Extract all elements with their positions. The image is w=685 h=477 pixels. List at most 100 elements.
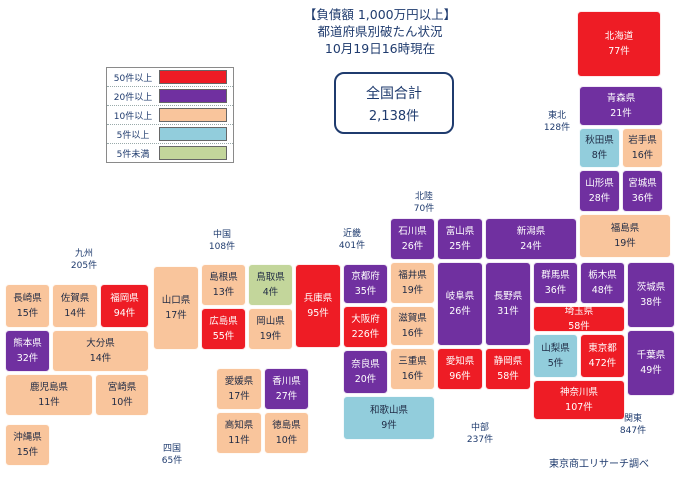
prefecture-count: 17件 xyxy=(165,310,187,321)
prefecture-count: 31件 xyxy=(497,306,519,317)
prefecture-name: 滋賀県 xyxy=(398,313,427,324)
tile-kagoshima: 鹿児島県 11件 xyxy=(5,374,93,416)
prefecture-name: 大阪府 xyxy=(351,314,380,325)
region-label-kyushu: 九州 205件 xyxy=(62,248,106,272)
prefecture-name: 長野県 xyxy=(493,291,523,302)
prefecture-count: 17件 xyxy=(228,391,250,402)
prefecture-count: 19件 xyxy=(614,238,636,249)
tile-tokushima: 徳島県 10件 xyxy=(264,412,309,454)
prefecture-count: 14件 xyxy=(64,308,86,319)
prefecture-count: 21件 xyxy=(610,108,632,119)
national-total-box: 全国合計 2,138件 xyxy=(334,72,454,134)
region-count: 65件 xyxy=(161,456,183,466)
national-total-label: 全国合計 xyxy=(366,86,422,102)
prefecture-name: 群馬県 xyxy=(541,270,570,281)
tile-miyagi: 宮城県 36件 xyxy=(622,170,663,212)
prefecture-count: 14件 xyxy=(89,353,112,364)
prefecture-name: 大分県 xyxy=(86,338,115,349)
region-name: 近畿 xyxy=(342,229,361,239)
prefecture-name: 岐阜県 xyxy=(445,291,475,302)
prefecture-name: 茨城県 xyxy=(636,282,666,293)
tile-shizuoka: 静岡県 58件 xyxy=(485,348,531,390)
prefecture-count: 16件 xyxy=(401,371,424,382)
tile-kumamoto: 熊本県 32件 xyxy=(5,330,50,372)
prefecture-name: 沖縄県 xyxy=(13,432,42,443)
prefecture-count: 35件 xyxy=(354,286,377,297)
tile-miyazaki: 宮崎県 10件 xyxy=(95,374,149,416)
prefecture-name: 長崎県 xyxy=(13,293,42,304)
prefecture-name: 千葉県 xyxy=(636,350,666,361)
region-name: 中部 xyxy=(470,423,489,433)
prefecture-count: 472件 xyxy=(588,358,617,369)
prefecture-count: 96件 xyxy=(449,371,471,382)
tile-kanagawa: 神奈川県 107件 xyxy=(533,380,625,420)
prefecture-name: 山梨県 xyxy=(541,343,570,354)
tile-fukui: 福井県 19件 xyxy=(390,262,435,304)
prefecture-name: 富山県 xyxy=(445,226,475,237)
legend-swatch xyxy=(159,146,227,160)
prefecture-count: 36件 xyxy=(544,285,567,296)
prefecture-name: 佐賀県 xyxy=(60,293,90,304)
prefecture-name: 神奈川県 xyxy=(559,387,598,398)
prefecture-name: 和歌山県 xyxy=(369,405,408,416)
tile-saitama: 埼玉県 58件 xyxy=(533,306,625,332)
prefecture-name: 熊本県 xyxy=(13,338,42,349)
prefecture-count: 48件 xyxy=(591,285,614,296)
tile-oita: 大分県 14件 xyxy=(52,330,149,372)
prefecture-name: 島根県 xyxy=(209,272,238,283)
tile-gunma: 群馬県 36件 xyxy=(533,262,578,304)
region-name: 四国 xyxy=(162,444,181,454)
region-label-shikoku: 四国 65件 xyxy=(150,443,194,467)
prefecture-name: 静岡県 xyxy=(493,356,523,367)
legend-swatch xyxy=(159,108,227,122)
prefecture-count: 16件 xyxy=(631,150,654,161)
prefecture-name: 兵庫県 xyxy=(303,293,333,304)
prefecture-name: 愛知県 xyxy=(445,356,475,367)
prefecture-count: 94件 xyxy=(113,308,136,319)
region-count: 847件 xyxy=(619,426,647,436)
prefecture-name: 栃木県 xyxy=(588,270,617,281)
tile-hiroshima: 広島県 55件 xyxy=(201,308,246,350)
tile-gifu: 岐阜県 26件 xyxy=(437,262,483,346)
prefecture-count: 55件 xyxy=(212,331,235,342)
tile-fukushima: 福島県 19件 xyxy=(579,214,671,258)
legend: 50件以上 20件以上 10件以上 5件以上 5件未満 xyxy=(106,67,234,163)
prefecture-count: 25件 xyxy=(449,241,471,252)
tile-kochi: 高知県 11件 xyxy=(216,412,262,454)
tile-kagawa: 香川県 27件 xyxy=(264,368,309,410)
prefecture-count: 26件 xyxy=(401,241,424,252)
tile-yamanashi: 山梨県 5件 xyxy=(533,334,578,378)
prefecture-name: 新潟県 xyxy=(516,226,546,237)
national-total-value: 2,138件 xyxy=(368,109,420,124)
tile-niigata: 新潟県 24件 xyxy=(485,218,577,260)
title-line-2: 都道府県別破たん状況 xyxy=(317,24,443,39)
region-label-tohoku: 東北 128件 xyxy=(535,110,579,134)
tile-tokyo: 東京都 472件 xyxy=(580,334,625,378)
prefecture-count: 95件 xyxy=(307,308,329,319)
tile-okinawa: 沖縄県 15件 xyxy=(5,424,50,466)
tile-ishikawa: 石川県 26件 xyxy=(390,218,435,260)
tile-tochigi: 栃木県 48件 xyxy=(580,262,625,304)
prefecture-count: 10件 xyxy=(275,435,298,446)
prefecture-name: 福岡県 xyxy=(110,293,139,304)
region-label-chugoku: 中国 108件 xyxy=(200,229,244,253)
prefecture-name: 岡山県 xyxy=(256,316,285,327)
title-line-1: 【負債額 1,000万円以上】 xyxy=(303,7,457,22)
prefecture-count: 16件 xyxy=(401,328,424,339)
prefecture-count: 15件 xyxy=(16,308,39,319)
prefecture-name: 秋田県 xyxy=(585,135,614,146)
prefecture-count: 58件 xyxy=(568,321,590,332)
region-label-kinki: 近畿 401件 xyxy=(330,228,374,252)
tile-akita: 秋田県 8件 xyxy=(579,128,620,168)
prefecture-count: 11件 xyxy=(38,397,60,408)
tile-saga: 佐賀県 14件 xyxy=(52,284,98,328)
chart-title: 【負債額 1,000万円以上】 都道府県別破たん状況 10月19日16時現在 xyxy=(250,6,510,57)
prefecture-count: 27件 xyxy=(275,391,298,402)
region-name: 北陸 xyxy=(414,192,433,202)
prefecture-count: 26件 xyxy=(449,306,471,317)
tile-shiga: 滋賀県 16件 xyxy=(390,306,435,346)
prefecture-count: 107件 xyxy=(565,402,593,413)
tile-aichi: 愛知県 96件 xyxy=(437,348,483,390)
prefecture-name: 山口県 xyxy=(161,295,191,306)
region-label-hokuriku: 北陸 70件 xyxy=(402,191,446,215)
